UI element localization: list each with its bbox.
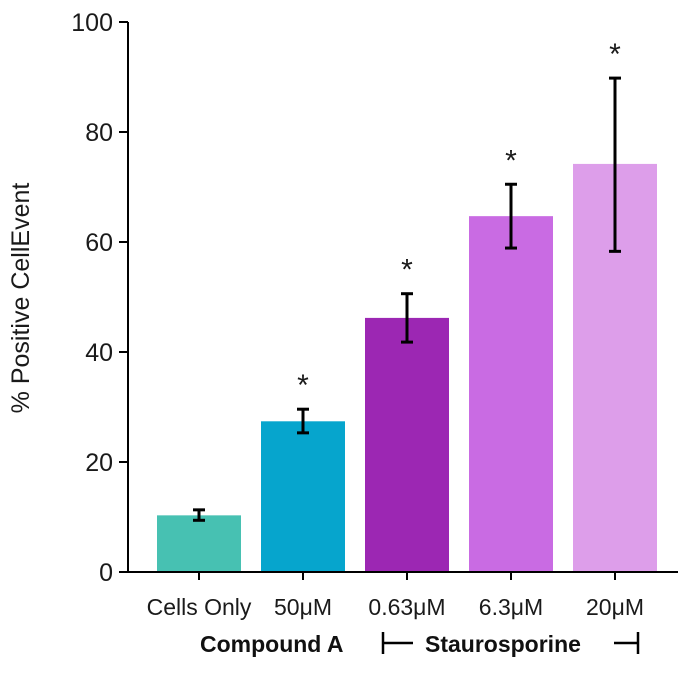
x-tick-label: 20μM — [586, 594, 644, 620]
y-tick-label: 80 — [85, 119, 113, 147]
x-tick-label: 6.3μM — [479, 594, 543, 620]
significance-marks: * * * * — [297, 38, 621, 402]
bar — [365, 317, 449, 572]
bar — [469, 216, 553, 572]
y-tick-label: 60 — [85, 229, 113, 257]
significance-mark: * — [609, 38, 621, 71]
y-tick-label: 100 — [71, 9, 113, 37]
significance-mark: * — [505, 144, 517, 177]
bars — [157, 163, 657, 572]
significance-mark: * — [401, 254, 413, 287]
x-tick-label: 0.63μM — [368, 594, 445, 620]
axes: 0 20 40 60 80 100 — [71, 9, 678, 587]
x-tick-label: Cells Only — [147, 594, 252, 620]
bar — [261, 421, 345, 572]
error-bars — [193, 76, 621, 522]
group-label-compound-a: Compound A — [200, 631, 344, 657]
y-tick-label: 40 — [85, 339, 113, 367]
y-tick-label: 0 — [99, 559, 113, 587]
bar — [157, 515, 241, 572]
x-tick-label: 50μM — [274, 594, 332, 620]
significance-mark: * — [297, 369, 309, 402]
y-tick-label: 20 — [85, 449, 113, 477]
group-labels: Compound A Staurosporine — [200, 631, 640, 657]
group-label-staurosporine: Staurosporine — [425, 631, 581, 657]
x-tick-labels: Cells Only 50μM 0.63μM 6.3μM 20μM — [147, 594, 644, 620]
y-axis-title: % Positive CellEvent — [7, 183, 35, 414]
